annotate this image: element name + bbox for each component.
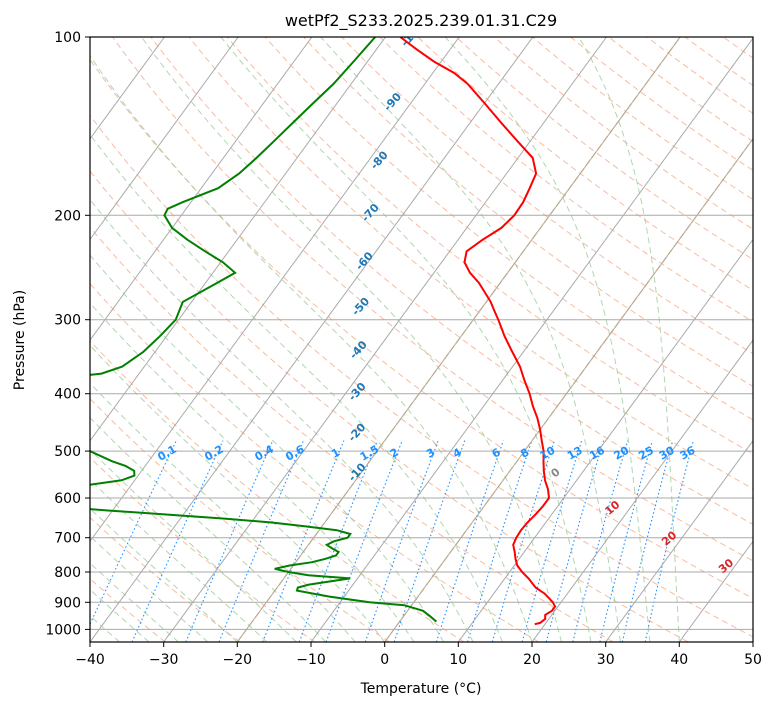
moist-adiabat: [90, 302, 415, 642]
mixing-ratio-line: [521, 440, 583, 642]
y-tick-label: 500: [54, 444, 81, 460]
dry-adiabat: [90, 398, 390, 642]
x-tick-label: 0: [380, 652, 389, 668]
x-tick-label: −10: [296, 652, 326, 668]
mixing-ratio-line: [393, 440, 466, 642]
profile-lines: [90, 37, 557, 626]
dry-adiabat: [150, 37, 753, 525]
dry-adiabat: [379, 37, 753, 323]
moist-adiabat: [220, 37, 592, 642]
moist-adiabat: [90, 448, 297, 642]
y-tick-label: 800: [54, 565, 81, 581]
mixing-ratio-line: [364, 440, 439, 642]
y-tick-label: 100: [54, 30, 81, 46]
mixing-ratio-line: [621, 440, 674, 642]
x-tick-label: 30: [597, 652, 615, 668]
x-tick-label: 40: [670, 652, 688, 668]
isotherm: [90, 37, 386, 442]
x-tick-label: 10: [449, 652, 467, 668]
mixing-ratio-line: [218, 440, 305, 642]
isotherm: [752, 641, 753, 642]
moist-adiabat: [90, 416, 327, 642]
moist-adiabat: [90, 562, 179, 642]
moist-adiabat: [90, 133, 503, 642]
special-isotherm: [384, 137, 753, 642]
moist-adiabat: [90, 54, 533, 642]
x-axis-label: Temperature (°C): [360, 681, 482, 697]
moist-adiabat: [90, 535, 209, 642]
isotherm: [310, 37, 753, 642]
moist-adiabat: [578, 37, 680, 642]
isotherm: [605, 439, 753, 642]
mixing-ratio-line: [325, 440, 403, 642]
x-tick-label: −40: [75, 652, 105, 668]
dry-adiabat: [341, 37, 753, 355]
moist-adiabat: [90, 479, 268, 642]
chart-title: wetPf2_S233.2025.239.01.31.C29: [285, 11, 557, 31]
isotherm: [90, 37, 239, 241]
dry-adiabat: [455, 37, 753, 261]
moist-adiabat: [90, 507, 238, 642]
x-tick-label: 50: [744, 652, 762, 668]
mixing-ratio-line: [545, 440, 605, 642]
dry-adiabat: [90, 340, 465, 642]
axes: −40 −30 −20 −10 0 10 20 30 40 50 100 200 300 400 500 60…: [45, 30, 762, 668]
y-tick-label: 200: [54, 208, 81, 224]
mixing-ratio-line: [131, 440, 224, 642]
mixing-ratio-line: [599, 440, 653, 642]
dry-adiabat: [761, 37, 775, 642]
y-tick-label: 400: [54, 387, 81, 403]
moist-adiabat: [444, 37, 651, 642]
moist-adiabat: [90, 198, 474, 642]
dry-adiabat: [112, 37, 753, 562]
isotherm: [90, 37, 534, 642]
plot-area: [90, 37, 753, 642]
special-isotherm: [236, 37, 681, 642]
mixing-ratio-line: [185, 440, 274, 642]
isotherm: [163, 37, 607, 642]
moist-adiabat: [90, 254, 445, 642]
mixing-ratio-line: [644, 440, 694, 642]
moist-adiabat: [320, 37, 621, 642]
x-tick-label: 20: [523, 652, 541, 668]
y-axis-label: Pressure (hPa): [12, 290, 28, 390]
plot-frame: [89, 36, 754, 643]
moist-adiabat: [90, 588, 150, 642]
mixing-ratio-line: [466, 440, 533, 642]
isotherm: [90, 37, 165, 140]
dry-adiabat: [90, 516, 241, 642]
mixing-ratio-line: [572, 440, 629, 642]
dry-adiabat: [188, 37, 753, 490]
isotherm: [531, 339, 753, 642]
dry-adiabat: [90, 58, 753, 599]
dewpoint-profile: [90, 37, 438, 623]
y-tick-label: 700: [54, 531, 81, 547]
x-tick-label: −30: [149, 652, 179, 668]
isotherm: [457, 238, 753, 642]
moist-adiabat: [90, 382, 356, 642]
temperature-profile: [399, 37, 557, 626]
x-tick-label: −20: [223, 652, 253, 668]
dry-adiabat: [417, 37, 753, 291]
dry-adiabat: [90, 282, 540, 642]
y-tick-label: 1000: [45, 622, 81, 638]
y-tick-label: 900: [54, 595, 81, 611]
dry-adiabat: [90, 226, 614, 642]
y-tick-label: 600: [54, 491, 81, 507]
background-lines: [90, 37, 775, 642]
y-tick-label: 300: [54, 313, 81, 329]
